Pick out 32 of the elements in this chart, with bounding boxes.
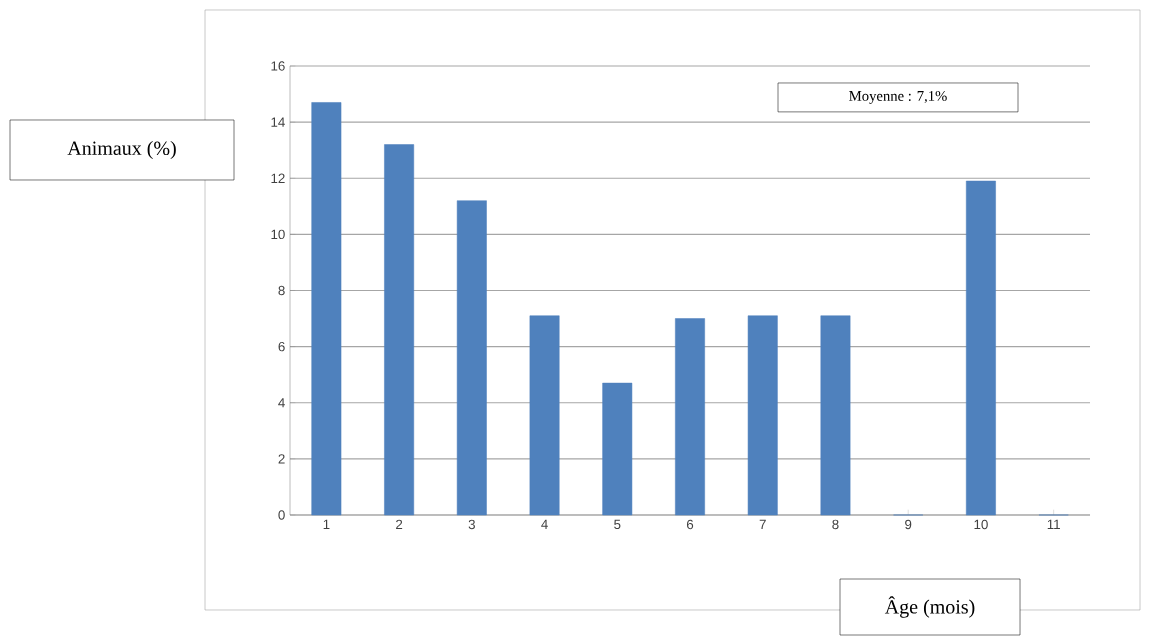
x-tick-label: 2 [396,519,403,530]
y-axis-title: Animaux (%) [67,140,176,160]
y-tick-label: 14 [271,117,285,127]
x-tick-label: 5 [614,519,621,530]
x-tick-label: 10 [974,519,988,530]
x-tick-label: 11 [1047,519,1060,529]
x-tick-label: 7 [759,519,766,529]
x-axis-title: Âge (mois) [884,596,975,618]
y-tick-label: 6 [278,341,285,352]
annotation: Moyenne : 7,1% [849,90,947,104]
x-tick-label: 4 [541,519,548,529]
bar [456,200,487,516]
bar [602,382,633,516]
bar [675,318,705,516]
y-tick-label: 12 [271,173,285,183]
bar [965,180,996,516]
y-tick-label: 10 [271,229,285,240]
y-tick-label: 0 [278,510,285,520]
y-tick-label: 4 [278,398,285,408]
bar [529,315,560,516]
y-tick-label: 2 [278,454,285,464]
bar [820,315,851,516]
x-tick-label: 3 [468,519,475,530]
bar [384,144,415,516]
y-tick-label: 8 [278,285,285,296]
x-tick-label: 8 [832,519,839,530]
x-tick-label: 6 [686,519,694,530]
bar [747,315,778,516]
x-tick-label: 1 [323,519,330,529]
x-tick-label: 9 [905,519,912,530]
y-tick-label: 16 [271,61,285,71]
bar [311,102,342,516]
